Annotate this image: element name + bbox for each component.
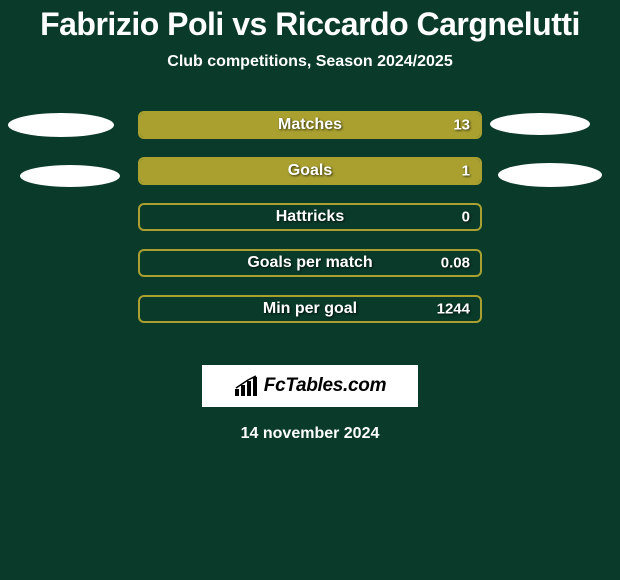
stat-bar: Goals1 [138, 157, 482, 185]
decorative-ellipse-1 [20, 165, 120, 187]
footer-date: 14 november 2024 [0, 425, 620, 443]
decorative-ellipse-3 [498, 163, 602, 187]
decorative-ellipse-2 [490, 113, 590, 135]
subtitle: Club competitions, Season 2024/2025 [0, 53, 620, 71]
stat-bar-label: Min per goal [140, 300, 480, 318]
stat-bar-label: Goals [140, 162, 480, 180]
logo-text: FcTables.com [264, 375, 386, 397]
stat-bar-value: 0 [462, 209, 470, 226]
stat-bar: Goals per match0.08 [138, 249, 482, 277]
bars-icon [234, 375, 260, 397]
stat-bar-label: Matches [140, 116, 480, 134]
stat-bar-label: Goals per match [140, 254, 480, 272]
stat-bar-value: 1244 [437, 301, 470, 318]
comparison-chart: Matches13 Goals1 Hattricks0 Goals per match… [0, 111, 620, 341]
decorative-ellipse-0 [8, 113, 114, 137]
stat-bar-label: Hattricks [140, 208, 480, 226]
page-title: Fabrizio Poli vs Riccardo Cargnelutti [0, 0, 620, 43]
stat-bar: Min per goal1244 [138, 295, 482, 323]
stat-bar: Hattricks0 [138, 203, 482, 231]
stat-bar-value: 13 [453, 117, 470, 134]
fctables-logo: FcTables.com [202, 365, 418, 407]
stat-bar-value: 1 [462, 163, 470, 180]
stat-bar: Matches13 [138, 111, 482, 139]
stat-bar-value: 0.08 [441, 255, 470, 272]
